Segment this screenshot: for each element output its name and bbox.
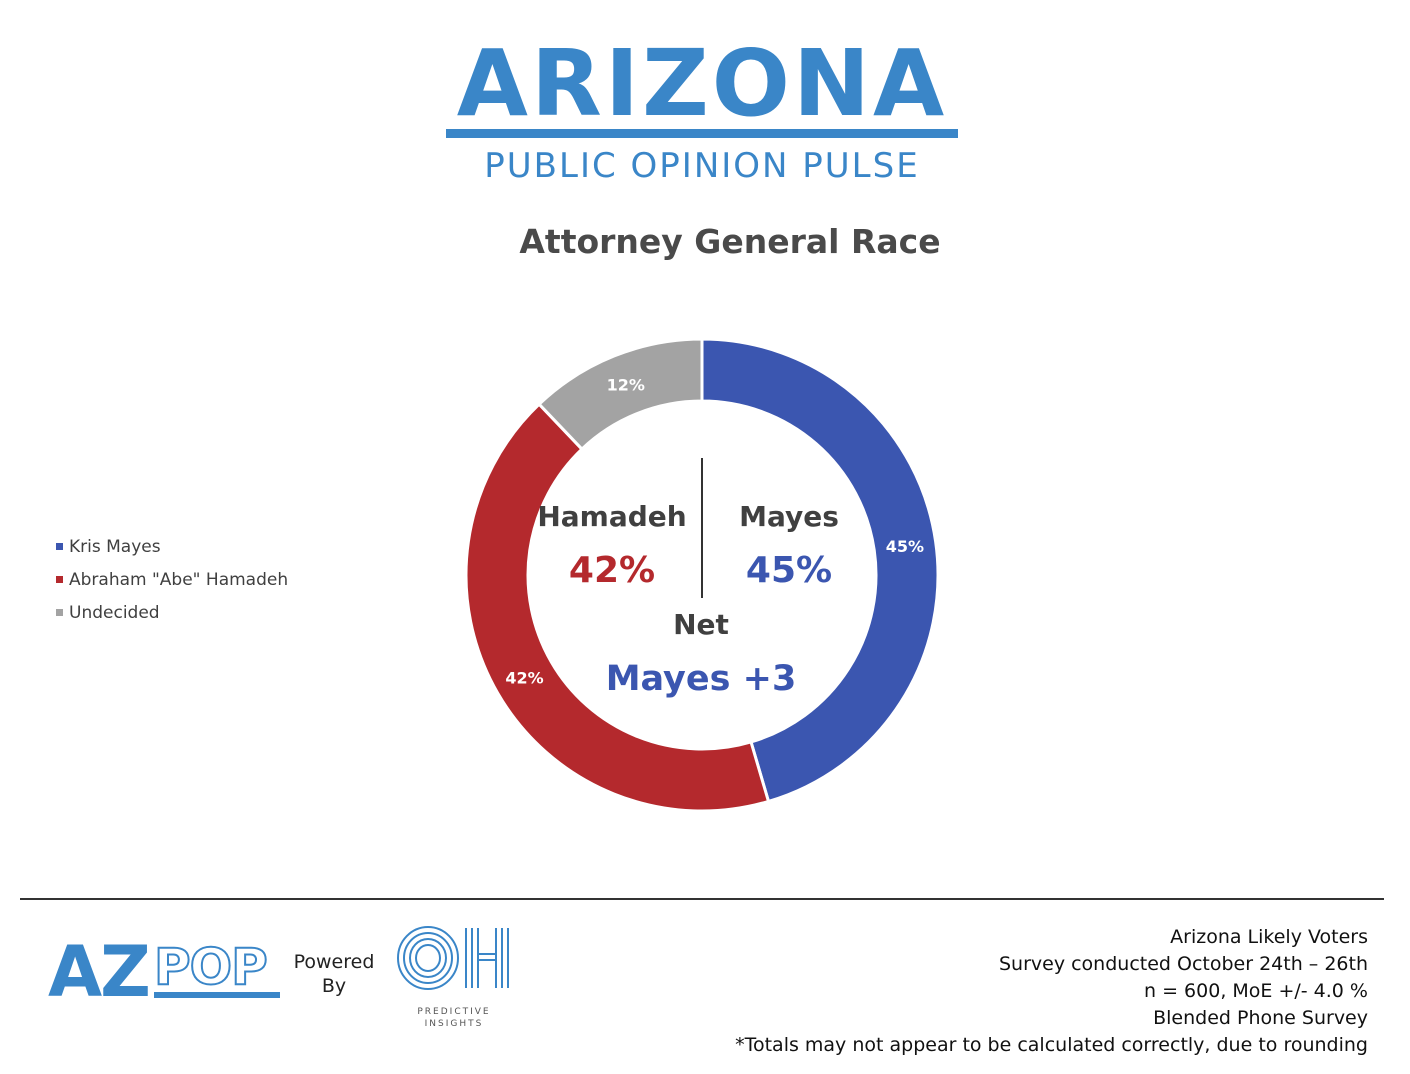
legend-swatch-mayes xyxy=(56,543,63,550)
chart-legend: Kris Mayes Abraham "Abe" Hamadeh Undecid… xyxy=(56,530,288,629)
legend-label-hamadeh: Abraham "Abe" Hamadeh xyxy=(69,569,289,590)
powered-by-line-1: Powered xyxy=(293,951,375,973)
legend-label-undecided: Undecided xyxy=(69,602,160,623)
legend-label-mayes: Kris Mayes xyxy=(69,536,161,557)
oh-logo-mark xyxy=(397,926,509,990)
legend-swatch-undecided xyxy=(56,609,63,616)
legend-swatch-hamadeh xyxy=(56,576,63,583)
survey-notes: Arizona Likely Voters Survey conducted O… xyxy=(735,924,1368,1059)
logo-rule xyxy=(446,129,958,138)
center-right-pct: 45% xyxy=(746,550,832,591)
donut-slices xyxy=(464,337,940,813)
survey-note-rounding: *Totals may not appear to be calculated … xyxy=(735,1034,1368,1056)
chart-title: Attorney General Race xyxy=(519,222,941,261)
azpop-logo: AZ POP xyxy=(48,931,280,1002)
legend-item-mayes: Kris Mayes xyxy=(56,530,288,563)
legend-item-hamadeh: Abraham "Abe" Hamadeh xyxy=(56,563,288,596)
donut-slice-3 xyxy=(537,337,704,452)
azpop-logo-pop: POP xyxy=(154,938,267,996)
center-left-name: Hamadeh xyxy=(537,500,686,533)
survey-note-method: Blended Phone Survey xyxy=(1153,1007,1368,1029)
survey-note-population: Arizona Likely Voters xyxy=(1170,926,1368,948)
survey-note-sample: n = 600, MoE +/- 4.0 % xyxy=(1144,980,1368,1002)
survey-note-dates: Survey conducted October 24th – 26th xyxy=(998,953,1368,975)
center-net-value: Mayes +3 xyxy=(606,659,797,699)
legend-item-undecided: Undecided xyxy=(56,596,288,629)
powered-by-text: Powered By xyxy=(288,950,380,998)
arizona-public-opinion-pulse-logo: ARIZONA PUBLIC OPINION PULSE xyxy=(0,0,1410,200)
donut-slice-label-3: 12% xyxy=(607,376,645,395)
center-right-name: Mayes xyxy=(739,500,839,533)
oh-logo-caption-2: INSIGHTS xyxy=(425,1019,484,1028)
oh-predictive-insights-logo: PREDICTIVE INSIGHTS xyxy=(397,926,509,1028)
donut-slice-labels: 45% 42% 12% xyxy=(505,376,924,688)
donut-slice-2 xyxy=(464,402,771,813)
center-left-pct: 42% xyxy=(569,550,655,591)
azpop-logo-underline xyxy=(154,992,280,998)
donut-slice-label-2: 42% xyxy=(505,669,543,688)
center-net-label: Net xyxy=(673,608,729,641)
logo-subtitle: PUBLIC OPINION PULSE xyxy=(484,146,920,186)
powered-by-line-2: By xyxy=(321,975,347,997)
logo-title: ARIZONA xyxy=(456,30,948,137)
donut-slice-label-1: 45% xyxy=(886,537,924,556)
donut-slice-1 xyxy=(700,337,940,804)
footer-divider xyxy=(20,898,1384,900)
oh-logo-caption-1: PREDICTIVE xyxy=(417,1007,490,1017)
azpop-logo-az: AZ xyxy=(48,931,149,1002)
